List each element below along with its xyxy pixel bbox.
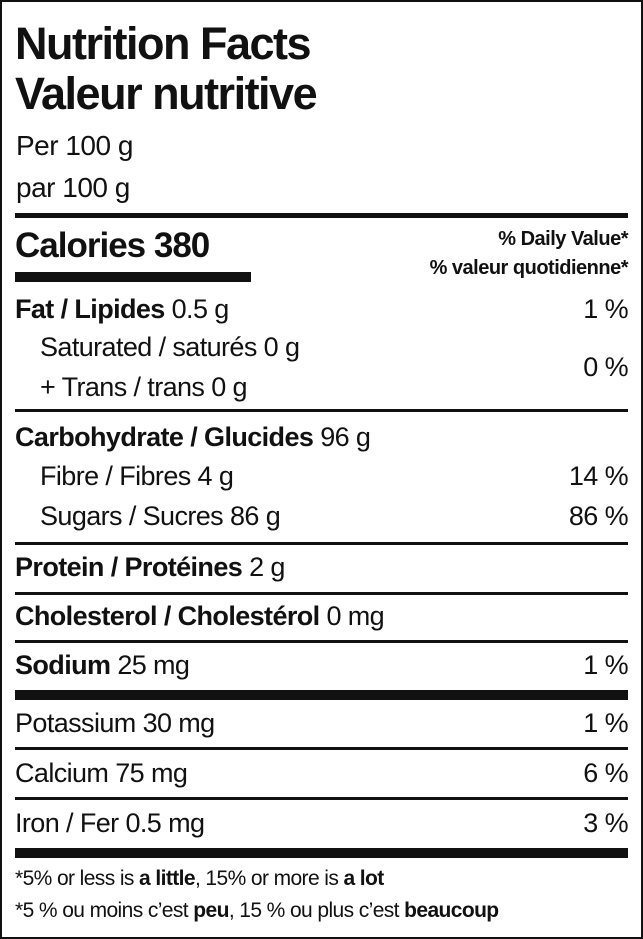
carbohydrate-label: Carbohydrate / Glucides (15, 422, 314, 452)
divider (15, 797, 628, 800)
calories-underline (15, 272, 251, 282)
saturated-label: Saturated / saturés (40, 332, 257, 362)
nutrient-row-potassium: Potassium 30 mg 1 % (15, 704, 629, 742)
potassium-label: Potassium (15, 708, 136, 738)
calories-line: Calories 380 (15, 226, 210, 266)
divider (15, 542, 628, 545)
sodium-amount: 25 mg (117, 650, 190, 680)
footnote-fr-bold: peu (193, 899, 229, 922)
footnote-en-text: *5% or less is (15, 867, 140, 890)
trans-amount: 0 g (211, 372, 247, 402)
potassium-dv: 1 % (583, 708, 628, 738)
protein-label: Protein / Protéines (15, 552, 243, 582)
calcium-dv: 6 % (583, 758, 628, 788)
title-english: Nutrition Facts (15, 18, 312, 69)
calories-label: Calories (15, 226, 146, 265)
potassium-amount: 30 mg (142, 708, 216, 738)
nutrient-row-carbohydrate: Carbohydrate / Glucides 96 g (15, 418, 628, 456)
footnote-en-bold: a lot (343, 867, 384, 890)
calories-value: 380 (153, 226, 210, 265)
iron-dv: 3 % (583, 808, 628, 838)
divider (15, 409, 628, 412)
trans-label: + Trans / trans (40, 372, 205, 402)
fat-dv: 1 % (583, 294, 628, 324)
iron-amount: 0.5 mg (125, 808, 205, 838)
footnote-french: *5 % ou moins c’est peu, 15 % ou plus c’… (15, 898, 499, 924)
nutrient-row-sodium: Sodium 25 mg 1 % (15, 646, 629, 684)
sodium-dv: 1 % (583, 650, 628, 680)
iron-label: Iron / Fer (15, 808, 119, 838)
sugars-dv: 86 % (568, 501, 629, 531)
sugars-amount: 86 g (230, 501, 281, 531)
divider-thick (15, 848, 628, 858)
fat-label: Fat / Lipides (15, 294, 165, 324)
sugars-label: Sugars / Sucres (40, 501, 224, 531)
fibre-dv: 14 % (568, 461, 629, 491)
nutrient-row-trans: + Trans / trans 0 g (15, 368, 628, 406)
saturated-trans-dv-row: 0 % (15, 348, 628, 386)
footnote-fr-bold: beaucoup (404, 899, 499, 922)
title-french: Valeur nutritive (15, 68, 318, 119)
calcium-amount: 75 mg (115, 758, 188, 788)
cholesterol-amount: 0 mg (326, 601, 385, 631)
nutrient-row-sugars: Sugars / Sucres 86 g 86 % (15, 497, 629, 535)
divider (15, 592, 628, 595)
calcium-label: Calcium (15, 758, 109, 788)
divider-thick (15, 690, 628, 700)
nutrient-row-cholesterol: Cholesterol / Cholestérol 0 mg (15, 597, 628, 635)
footnote-en-bold: a little (139, 867, 195, 890)
nutrient-row-protein: Protein / Protéines 2 g (15, 548, 628, 586)
nutrient-row-fat: Fat / Lipides 0.5 g 1 % (15, 290, 629, 328)
divider (15, 747, 628, 750)
serving-size-french: par 100 g (16, 172, 130, 203)
nutrient-row-saturated: Saturated / saturés 0 g (15, 328, 628, 366)
nutrient-row-iron: Iron / Fer 0.5 mg 3 % (15, 804, 629, 842)
fat-amount: 0.5 g (171, 294, 230, 324)
daily-value-header-english: % Daily Value* (498, 228, 628, 250)
divider (15, 213, 628, 218)
divider (15, 640, 628, 643)
fibre-amount: 4 g (197, 461, 234, 491)
protein-amount: 2 g (249, 552, 285, 582)
sodium-label: Sodium (15, 650, 111, 680)
footnote-fr-text: *5 % ou moins c’est (15, 899, 194, 922)
nutrient-row-fibre: Fibre / Fibres 4 g 14 % (15, 457, 629, 495)
footnote-fr-text: , 15 % ou plus c’est (228, 899, 405, 922)
saturated-amount: 0 g (263, 332, 300, 362)
cholesterol-label: Cholesterol / Cholestérol (15, 601, 320, 631)
daily-value-header-french: % valeur quotidienne* (429, 257, 629, 279)
serving-size-english: Per 100 g (16, 130, 133, 161)
footnote-en-text: , 15% or more is (194, 867, 344, 890)
saturated-trans-dv: 0 % (583, 352, 628, 382)
nutrient-row-calcium: Calcium 75 mg 6 % (15, 754, 629, 792)
carbohydrate-amount: 96 g (320, 422, 371, 452)
fibre-label: Fibre / Fibres (40, 461, 191, 491)
footnote-english: *5% or less is a little, 15% or more is … (15, 866, 384, 892)
